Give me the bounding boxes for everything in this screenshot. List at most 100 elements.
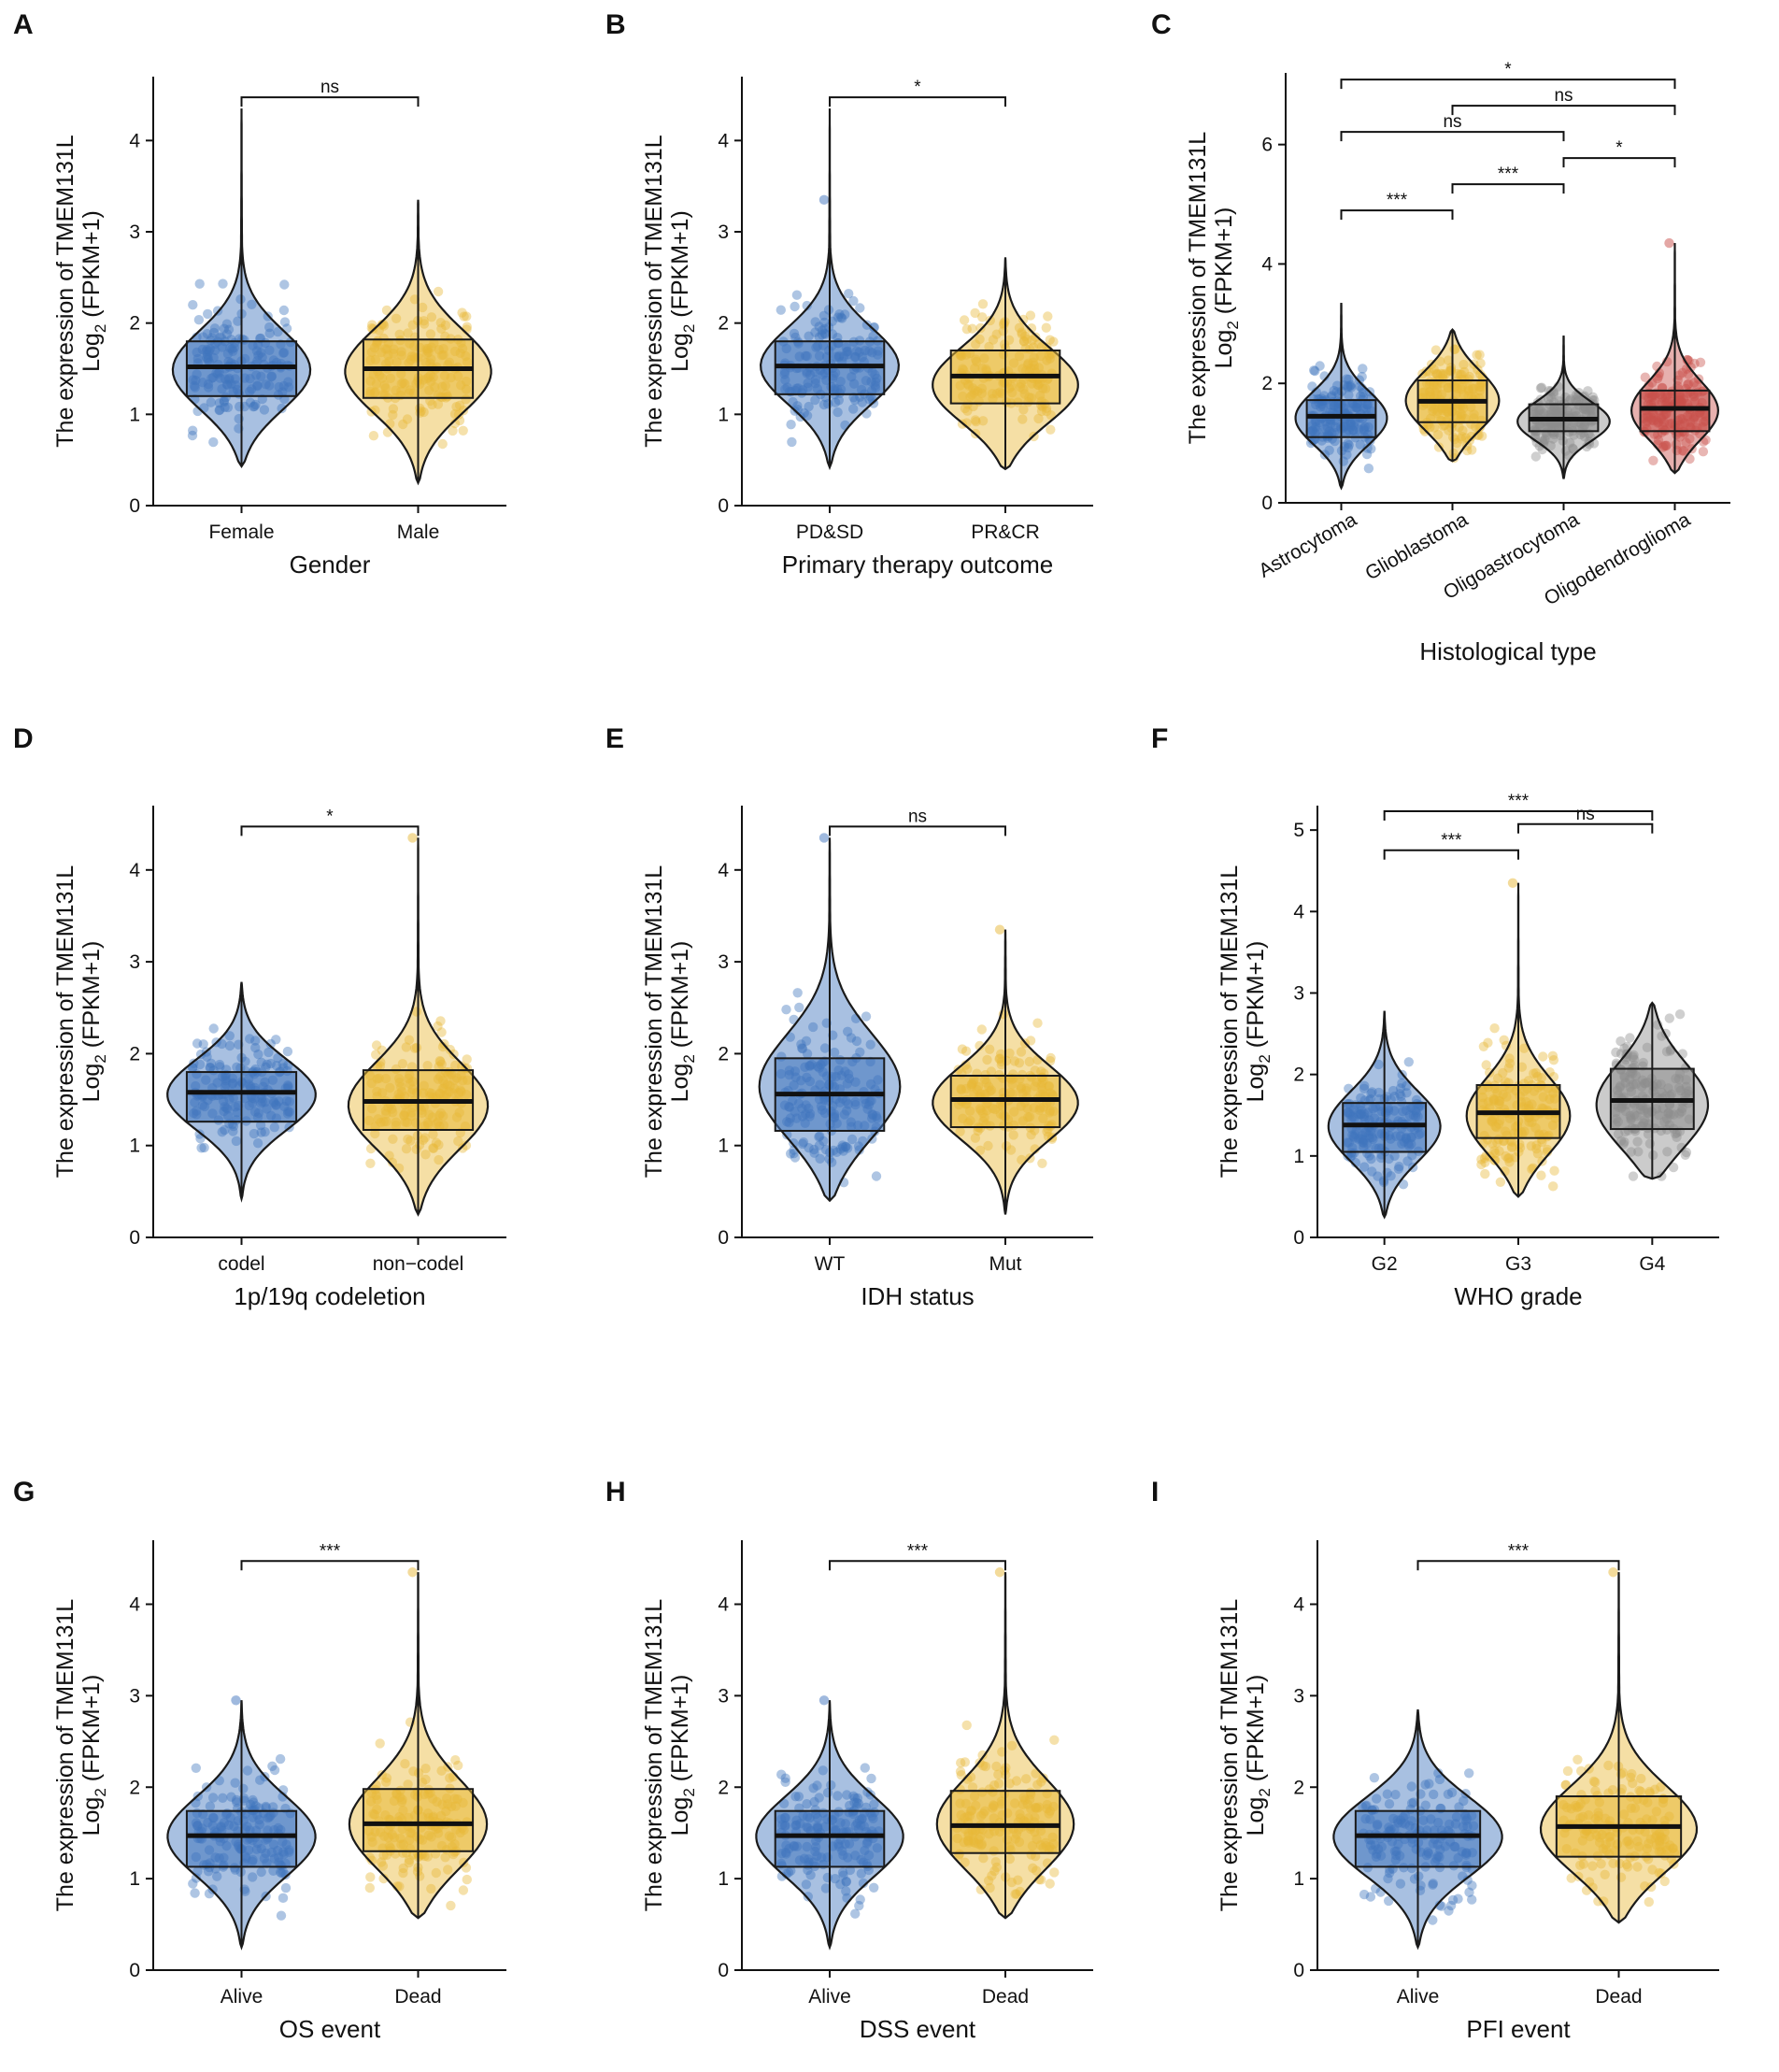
data-point xyxy=(1474,350,1485,360)
data-point xyxy=(208,1023,219,1034)
data-point xyxy=(1022,335,1032,345)
data-point xyxy=(1535,383,1546,393)
data-point xyxy=(1565,437,1575,448)
data-point xyxy=(1365,1892,1376,1902)
data-point xyxy=(1358,387,1369,398)
panel-letter: H xyxy=(605,1477,626,1508)
data-point xyxy=(1475,358,1486,368)
data-point xyxy=(1362,443,1373,453)
y-tick-label: 1 xyxy=(718,404,729,425)
data-point xyxy=(435,318,446,328)
data-point xyxy=(216,333,227,343)
x-tick-label: PR&CR xyxy=(971,522,1040,543)
data-point xyxy=(1358,364,1368,374)
significance-bracket: *** xyxy=(1451,164,1565,194)
data-point xyxy=(994,1567,1005,1578)
data-point xyxy=(1018,314,1029,325)
data-point xyxy=(440,320,451,331)
data-point xyxy=(1548,389,1559,399)
data-point xyxy=(789,328,800,339)
data-point xyxy=(848,404,859,414)
significance-bracket: *** xyxy=(1383,792,1654,821)
data-point xyxy=(267,1761,278,1772)
y-tick-label: 3 xyxy=(1293,1685,1304,1707)
data-point xyxy=(1474,422,1485,433)
data-point xyxy=(961,1720,972,1731)
data-point xyxy=(1542,430,1552,440)
data-point xyxy=(1664,237,1674,249)
data-point xyxy=(1685,434,1695,444)
y-tick-label: 1 xyxy=(129,1136,140,1157)
data-point xyxy=(802,410,813,421)
data-point xyxy=(224,1031,235,1041)
x-axis-title: PFI event xyxy=(1466,2015,1571,2043)
data-point xyxy=(218,279,228,289)
data-point xyxy=(1530,451,1542,462)
y-tick-label: 4 xyxy=(1293,1594,1304,1616)
data-point xyxy=(235,1063,246,1074)
data-point xyxy=(1003,335,1015,345)
data-point xyxy=(192,1038,203,1049)
data-point xyxy=(462,1054,472,1065)
data-point xyxy=(1540,435,1550,445)
data-point xyxy=(1652,373,1663,384)
data-point xyxy=(1683,379,1693,390)
y-axis-title-line2: Log2 (FPKM+1) xyxy=(1243,941,1274,1103)
data-point xyxy=(967,323,977,334)
data-point xyxy=(840,309,850,320)
data-point xyxy=(833,407,843,418)
y-axis-title: The expression of TMEM131L xyxy=(641,1599,667,1912)
y-tick-label: 0 xyxy=(1293,1227,1304,1249)
data-point xyxy=(1481,1060,1491,1070)
significance-bracket: ns xyxy=(1340,112,1565,142)
data-point xyxy=(280,1882,292,1893)
data-point xyxy=(849,394,861,406)
y-tick-label: 4 xyxy=(718,1594,729,1616)
data-point xyxy=(792,988,803,998)
data-point xyxy=(984,341,994,352)
data-point xyxy=(247,299,257,309)
data-point xyxy=(1548,434,1558,444)
y-tick-label: 4 xyxy=(1293,901,1304,922)
data-point xyxy=(1660,440,1672,451)
data-point xyxy=(976,1024,988,1035)
data-point xyxy=(1324,445,1334,455)
y-tick-label: 2 xyxy=(718,1777,729,1798)
data-point xyxy=(866,1773,876,1784)
x-tick-label: Female xyxy=(208,522,274,543)
data-point xyxy=(1457,431,1467,442)
data-point xyxy=(818,1695,830,1706)
y-tick-label: 4 xyxy=(129,860,140,881)
y-tick-label: 0 xyxy=(129,495,140,517)
x-axis-title: 1p/19q codeletion xyxy=(234,1282,425,1310)
data-point xyxy=(850,1908,861,1919)
y-axis-title-log: Log xyxy=(667,333,693,372)
data-point xyxy=(804,331,814,341)
data-point xyxy=(388,409,398,421)
data-point xyxy=(1045,1879,1055,1889)
data-point xyxy=(1459,366,1470,378)
y-axis-title-unit: (FPKM+1) xyxy=(667,1675,693,1789)
data-point xyxy=(458,1885,469,1895)
data-point xyxy=(1043,311,1053,322)
data-point xyxy=(250,1036,261,1046)
data-point xyxy=(962,406,973,416)
significance-label: ns xyxy=(908,807,927,826)
data-point xyxy=(1036,406,1047,417)
data-point xyxy=(1640,372,1651,382)
data-point xyxy=(1327,391,1337,401)
data-point xyxy=(1549,1165,1559,1176)
data-point xyxy=(810,327,820,337)
significance-bracket: * xyxy=(1340,60,1676,90)
data-point xyxy=(1608,1567,1618,1578)
data-point xyxy=(1330,436,1340,447)
data-point xyxy=(1316,436,1327,446)
data-point xyxy=(1045,335,1055,345)
data-point xyxy=(819,317,830,328)
data-point xyxy=(818,833,830,843)
data-point xyxy=(1579,432,1590,442)
data-point xyxy=(1315,361,1325,371)
data-point xyxy=(1435,356,1445,366)
